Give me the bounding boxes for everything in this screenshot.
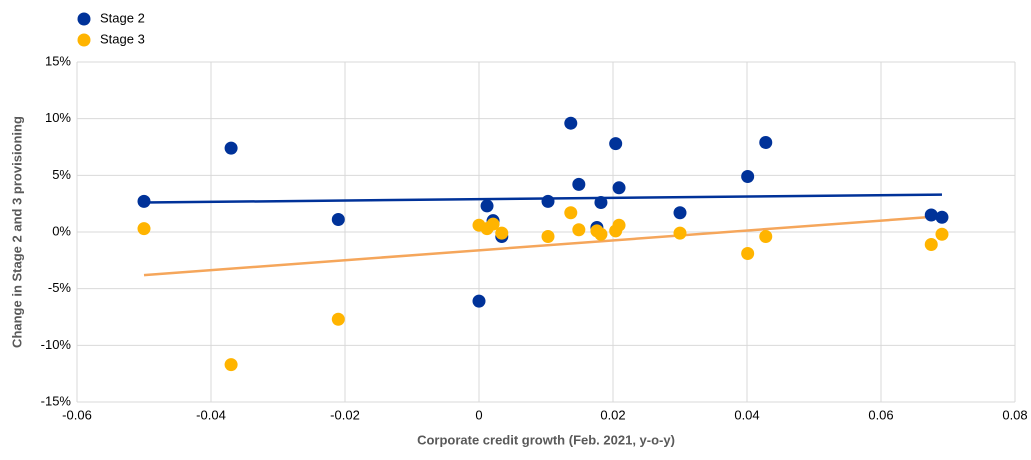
trend-line <box>143 214 943 277</box>
point <box>472 294 486 308</box>
point <box>564 206 578 220</box>
x-tick-label: 0 <box>475 407 482 422</box>
y-tick-label: 5% <box>52 167 71 182</box>
point <box>935 227 949 241</box>
point <box>612 218 626 232</box>
point <box>564 116 578 130</box>
point <box>741 169 755 183</box>
point <box>924 237 938 251</box>
point <box>935 210 949 224</box>
point <box>759 135 773 149</box>
y-tick-label: 10% <box>45 110 71 125</box>
x-tick-label: -0.04 <box>196 407 226 422</box>
point <box>137 194 151 208</box>
point <box>495 226 509 240</box>
point <box>594 227 608 241</box>
point <box>224 141 238 155</box>
legend-label: Stage 2 <box>100 10 145 25</box>
x-tick-label: 0.06 <box>868 407 893 422</box>
point <box>594 196 608 210</box>
point <box>331 213 345 227</box>
y-tick-label: 15% <box>45 53 71 68</box>
x-tick-label: 0.08 <box>1002 407 1027 422</box>
y-axis-title: Change in Stage 2 and 3 provisioning <box>9 116 24 348</box>
x-tick-label: 0.02 <box>600 407 625 422</box>
y-tick-label: 0% <box>52 223 71 238</box>
point <box>673 226 687 240</box>
legend-marker <box>77 12 91 26</box>
x-axis-title: Corporate credit growth (Feb. 2021, y-o-… <box>417 432 675 447</box>
legend-label: Stage 3 <box>100 31 145 46</box>
x-tick-label: 0.04 <box>734 407 759 422</box>
y-tick-label: -10% <box>41 337 72 352</box>
point <box>673 206 687 220</box>
y-tick-label: -5% <box>48 280 72 295</box>
point <box>224 358 238 372</box>
point <box>486 217 500 231</box>
point <box>612 181 626 195</box>
point <box>137 222 151 236</box>
point <box>572 177 586 191</box>
x-tick-label: -0.06 <box>62 407 92 422</box>
point <box>331 312 345 326</box>
y-tick-label: -15% <box>41 393 72 408</box>
point <box>759 230 773 244</box>
point <box>480 199 494 213</box>
point <box>572 223 586 237</box>
point <box>541 194 555 208</box>
point <box>924 208 938 222</box>
legend-marker <box>77 33 91 47</box>
x-tick-label: -0.02 <box>330 407 360 422</box>
point <box>609 137 623 151</box>
point <box>541 230 555 244</box>
point <box>741 247 755 261</box>
